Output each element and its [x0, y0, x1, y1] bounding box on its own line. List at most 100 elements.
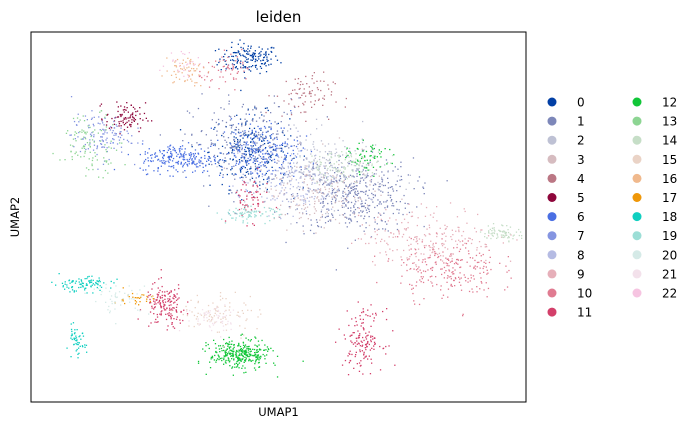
cell-point	[289, 175, 291, 178]
cell-point	[78, 347, 80, 349]
cell-point	[346, 226, 348, 228]
cell-point	[120, 127, 122, 129]
cell-point	[246, 348, 248, 350]
cell-point	[282, 151, 284, 153]
cell-point	[343, 198, 345, 200]
cell-point	[119, 142, 121, 144]
cell-point	[479, 272, 481, 274]
cell-point	[331, 183, 333, 185]
legend-marker	[547, 116, 557, 126]
cell-point	[238, 357, 240, 359]
cell-point	[274, 161, 276, 163]
cell-point	[260, 349, 262, 351]
cell-point	[188, 325, 190, 327]
cell-point	[446, 281, 448, 283]
legend-label: 8	[577, 248, 585, 262]
cell-point	[433, 246, 435, 248]
cell-point	[93, 116, 95, 118]
cell-point	[351, 175, 353, 177]
cell-point	[325, 176, 327, 178]
cell-point	[300, 195, 302, 197]
cell-point	[137, 309, 139, 311]
cell-point	[363, 354, 365, 356]
cell-point	[269, 155, 272, 157]
cell-point	[331, 213, 333, 215]
cell-point	[208, 315, 210, 317]
cell-point	[337, 182, 339, 184]
cell-point	[105, 283, 107, 286]
cell-point	[360, 215, 363, 217]
cell-point	[463, 274, 465, 276]
cell-point	[184, 148, 186, 150]
cell-point	[359, 179, 362, 182]
cell-point	[238, 359, 240, 361]
cell-point	[267, 348, 269, 350]
cell-point	[145, 117, 147, 119]
cell-point	[242, 312, 244, 314]
cell-point	[78, 131, 80, 134]
cell-point	[292, 186, 294, 188]
cell-point	[242, 365, 244, 367]
cell-point	[432, 285, 434, 287]
cell-point	[346, 178, 348, 180]
cell-point	[452, 253, 454, 255]
cell-point	[416, 206, 418, 208]
cell-point	[414, 248, 416, 250]
cell-point	[362, 173, 364, 176]
cell-point	[358, 334, 361, 337]
cell-point	[327, 220, 329, 222]
cell-point	[250, 309, 252, 312]
cell-point	[361, 344, 364, 346]
cell-point	[338, 200, 340, 202]
cell-point	[315, 118, 318, 120]
cell-point	[342, 154, 344, 156]
cell-point	[157, 158, 160, 160]
cell-point	[160, 311, 162, 313]
cell-point	[169, 155, 172, 157]
cell-point	[327, 167, 329, 170]
cell-point	[331, 196, 333, 198]
cell-point	[344, 159, 346, 161]
cell-point	[231, 146, 233, 149]
cell-point	[328, 188, 330, 190]
cell-point	[262, 164, 265, 166]
cell-point	[340, 172, 342, 175]
cell-point	[287, 167, 290, 169]
cell-point	[365, 199, 367, 201]
cell-point	[509, 233, 511, 235]
cell-point	[150, 302, 152, 304]
cell-point	[220, 347, 223, 350]
cluster-14-points	[479, 223, 523, 243]
cell-point	[365, 338, 368, 340]
cell-point	[234, 140, 236, 142]
cell-point	[286, 113, 288, 115]
cell-point	[238, 208, 241, 211]
cell-point	[66, 286, 68, 288]
cell-point	[90, 118, 93, 120]
cell-point	[221, 322, 224, 324]
cell-point	[346, 147, 348, 149]
cell-point	[418, 238, 421, 240]
cell-point	[268, 53, 270, 56]
cell-point	[447, 288, 450, 290]
cell-point	[334, 172, 336, 174]
cell-point	[233, 346, 235, 348]
cell-point	[435, 242, 437, 244]
cell-point	[371, 199, 373, 201]
legend-item: 0	[547, 96, 585, 110]
cell-point	[88, 280, 90, 282]
cell-point	[157, 321, 159, 323]
cell-point	[363, 191, 365, 193]
cell-point	[256, 345, 258, 347]
cell-point	[326, 116, 328, 118]
cell-point	[199, 162, 201, 164]
cell-point	[384, 184, 386, 187]
cell-point	[362, 322, 364, 324]
cell-point	[252, 184, 254, 186]
cell-point	[250, 137, 252, 139]
cell-point	[362, 162, 364, 164]
cell-point	[301, 149, 303, 152]
cell-point	[255, 108, 257, 110]
cell-point	[349, 214, 351, 216]
cell-point	[512, 235, 514, 237]
